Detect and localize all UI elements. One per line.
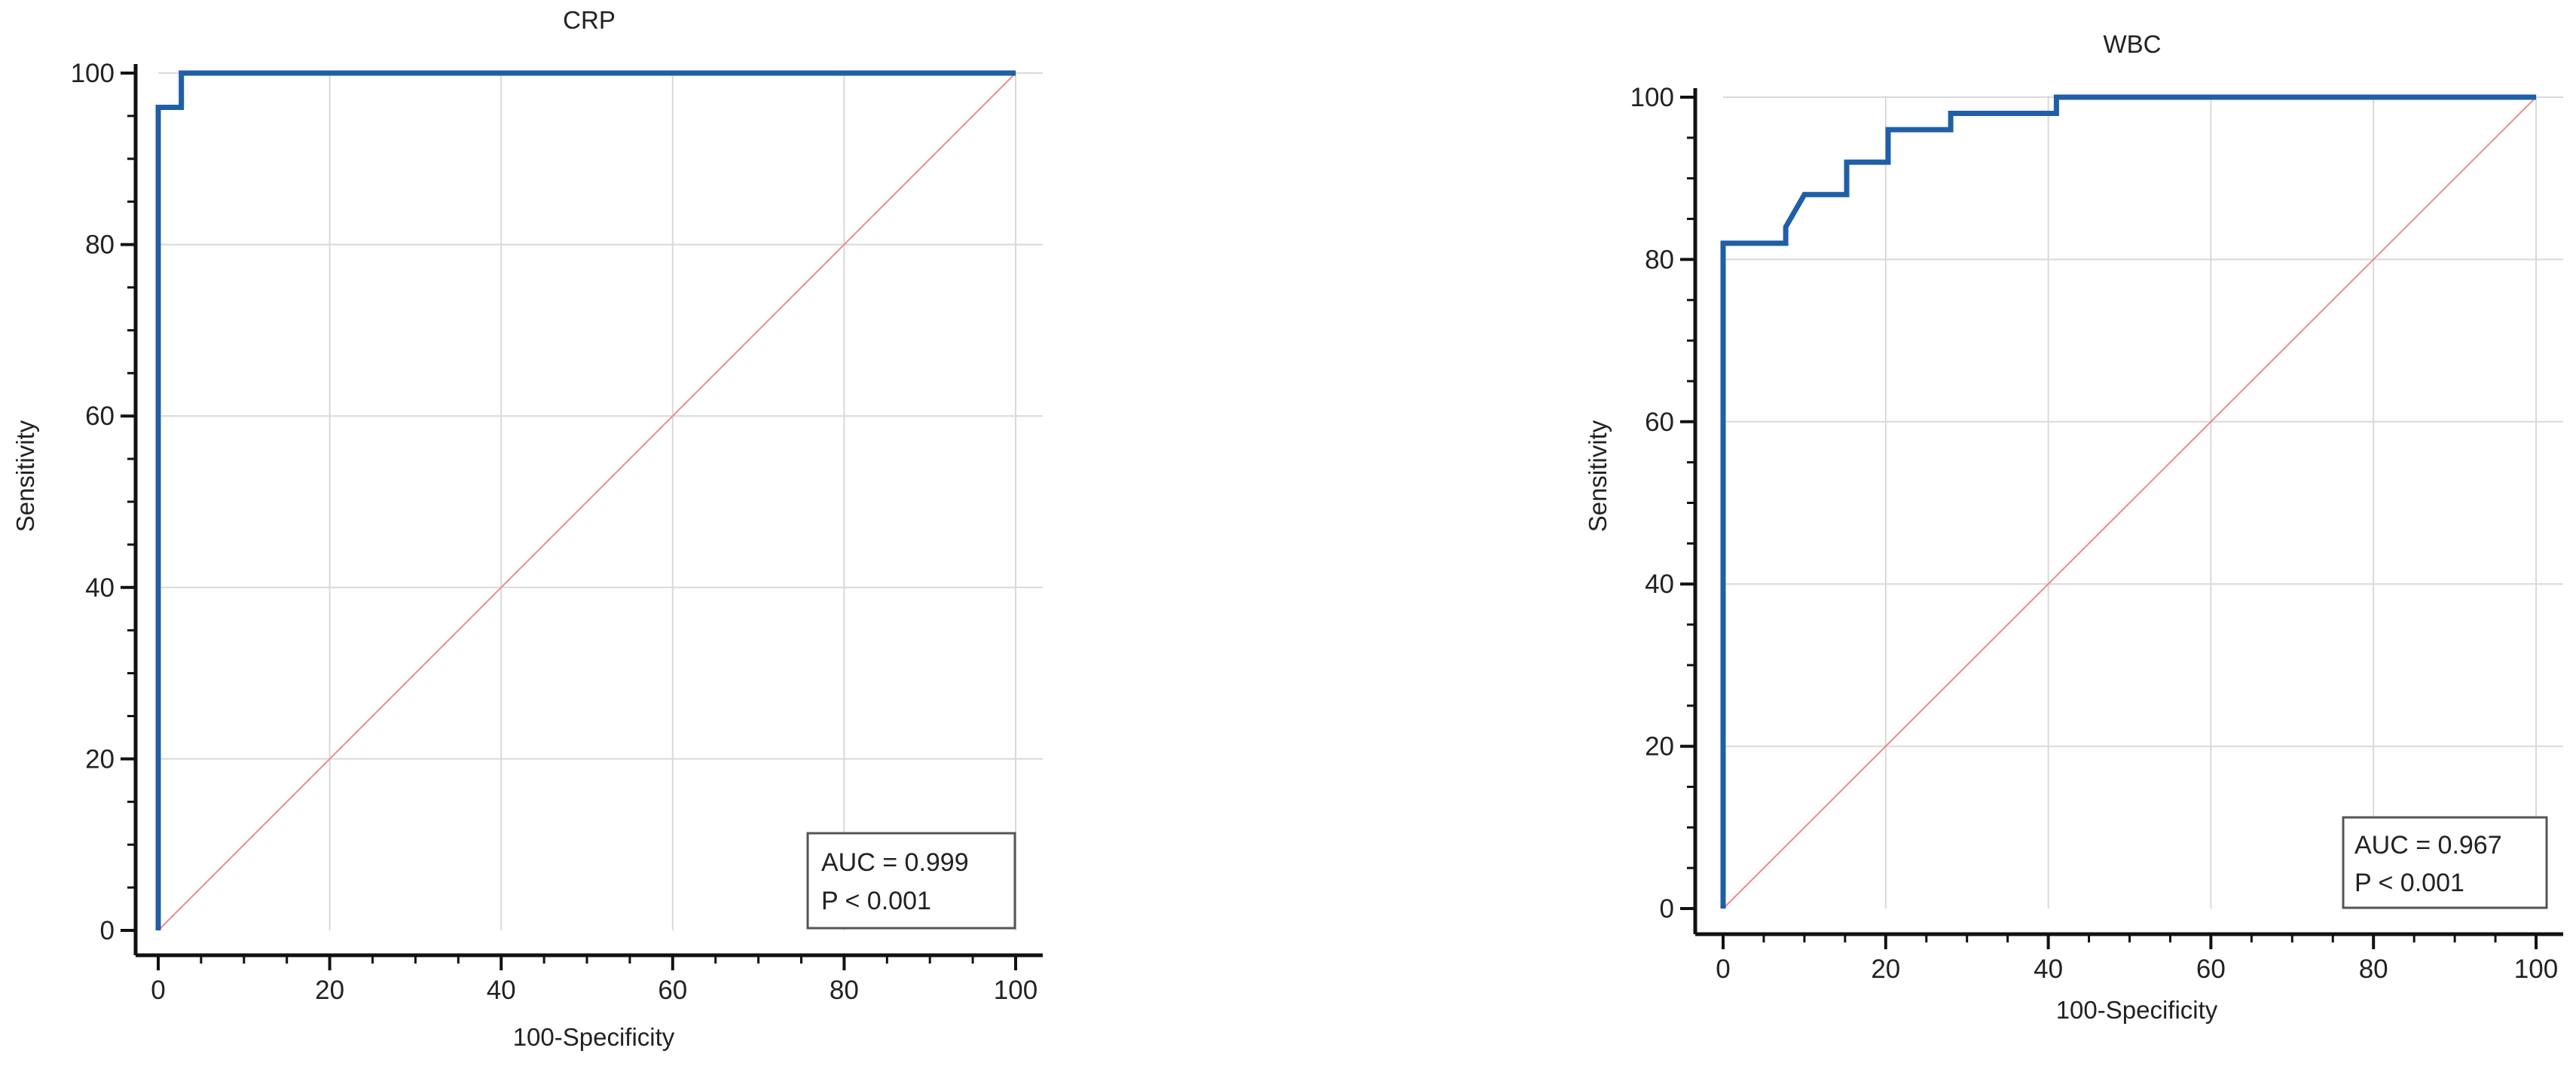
x-tick-label: 60 <box>2196 955 2226 984</box>
annotation-frame <box>2342 816 2548 909</box>
x-tick-label: 0 <box>1716 955 1730 984</box>
tick-labels: 0 20 40 60 80 100 0 20 40 60 80 100 <box>1630 83 2559 984</box>
auc-annotation-box: AUC = 0.967 P < 0.001 <box>2342 816 2548 909</box>
x-axis-label: 100-Specificity <box>2056 996 2218 1024</box>
y-tick-label: 20 <box>85 744 115 774</box>
tick-labels: 0 20 40 60 80 100 0 20 40 60 80 100 <box>71 59 1038 1005</box>
x-tick-label: 20 <box>315 976 344 1005</box>
x-tick-label: 40 <box>487 976 516 1005</box>
y-tick-label: 60 <box>1645 408 1674 437</box>
chart-title: CRP <box>563 6 616 34</box>
x-axis-label: 100-Specificity <box>513 1023 675 1051</box>
series <box>155 70 1016 931</box>
roc-curve <box>1720 94 2536 909</box>
auc-value: AUC = 0.967 <box>2354 831 2502 860</box>
y-axis-label: Sensitivity <box>11 420 39 532</box>
wbc-roc-chart: WBC Sensitivity 100-Specificity 0 20 40 60 8… <box>1584 30 2563 1024</box>
p-value: P < 0.001 <box>2354 869 2464 897</box>
y-tick-label: 40 <box>1645 570 1674 599</box>
p-value: P < 0.001 <box>821 887 931 915</box>
y-tick-label: 0 <box>100 916 115 945</box>
y-tick-label: 0 <box>1660 894 1674 924</box>
annotation-frame <box>806 832 1016 930</box>
y-tick-label: 40 <box>85 573 115 603</box>
minor-ticks <box>127 115 974 964</box>
x-tick-label: 40 <box>2034 955 2063 984</box>
series <box>1720 94 2537 909</box>
crp-roc-chart: CRP Sensitivity 100-Specificity 0 20 40 60 8… <box>11 6 1043 1051</box>
x-tick-label: 100 <box>994 976 1037 1005</box>
y-axis-label: Sensitivity <box>1584 420 1612 532</box>
auc-annotation-box: AUC = 0.999 P < 0.001 <box>806 832 1016 930</box>
grid <box>1723 96 2563 909</box>
x-tick-label: 0 <box>151 976 165 1005</box>
x-tick-label: 20 <box>1871 955 1900 984</box>
grid <box>158 72 1043 930</box>
y-tick-label: 80 <box>1645 245 1674 274</box>
x-tick-label: 60 <box>658 976 687 1005</box>
reference-diagonal-line <box>157 72 1016 931</box>
x-tick-label: 80 <box>2359 955 2388 984</box>
x-tick-label: 100 <box>2514 955 2558 984</box>
x-tick-label: 80 <box>830 976 859 1005</box>
reference-diagonal-line <box>1722 96 2537 909</box>
y-tick-label: 80 <box>85 231 115 260</box>
roc-curve <box>155 70 1016 930</box>
y-tick-label: 60 <box>85 402 115 431</box>
y-tick-label: 100 <box>1630 83 1674 112</box>
y-tick-label: 20 <box>1645 732 1674 762</box>
minor-ticks <box>1687 136 2497 942</box>
auc-value: AUC = 0.999 <box>821 848 969 877</box>
y-tick-label: 100 <box>71 59 115 88</box>
chart-title: WBC <box>2104 30 2162 58</box>
